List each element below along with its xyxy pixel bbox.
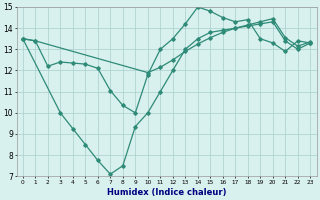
X-axis label: Humidex (Indice chaleur): Humidex (Indice chaleur) [107,188,226,197]
